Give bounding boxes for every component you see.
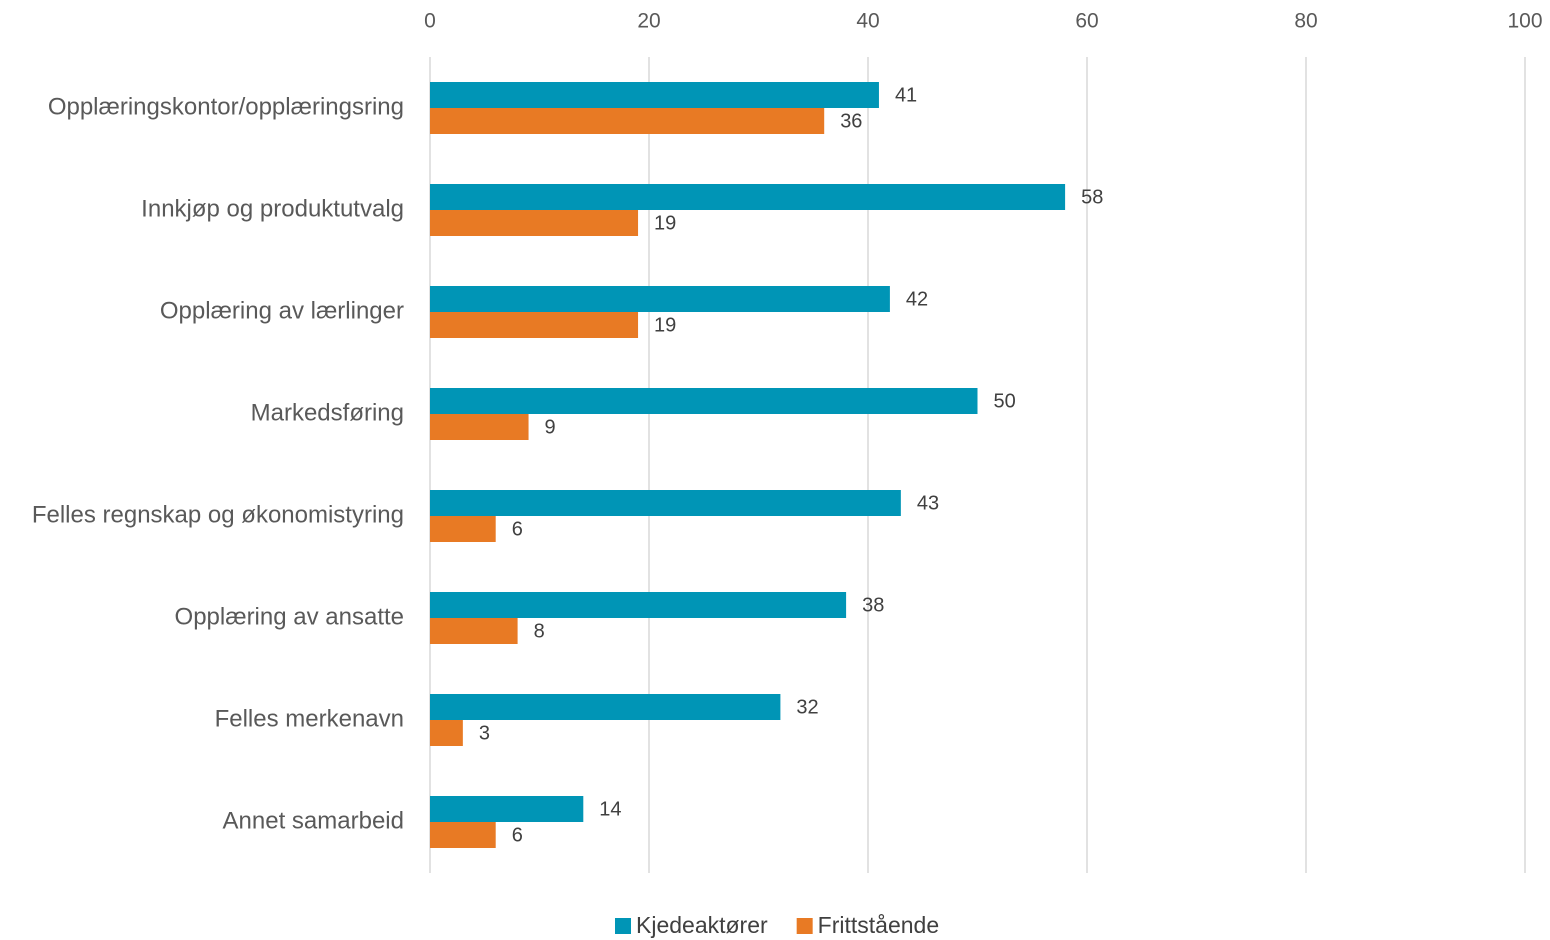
category-label: Felles regnskap og økonomistyring: [32, 501, 404, 528]
category-label: Opplæringskontor/opplæringsring: [48, 93, 404, 120]
bar: [430, 796, 584, 822]
data-label: 42: [906, 288, 928, 310]
x-tick-label: 60: [1075, 10, 1098, 33]
x-tick-label: 0: [424, 10, 436, 33]
legend-label: Frittstående: [818, 912, 939, 938]
category-label: Markedsføring: [251, 399, 404, 426]
data-label: 36: [840, 110, 862, 132]
category-label: Annet samarbeid: [223, 807, 404, 834]
data-label: 19: [654, 212, 676, 234]
x-tick-label: 100: [1507, 10, 1542, 33]
bar: [430, 490, 901, 516]
bar: [430, 82, 879, 108]
category-label: Opplæring av ansatte: [175, 603, 404, 630]
bar: [430, 414, 529, 440]
bar: [430, 108, 825, 134]
x-tick-label: 20: [637, 10, 660, 33]
data-label: 41: [895, 84, 917, 106]
data-label: 38: [862, 594, 884, 616]
bar: [430, 516, 496, 542]
data-label: 8: [534, 620, 545, 642]
bar: [430, 184, 1066, 210]
bar: [430, 720, 463, 746]
data-label: 6: [512, 518, 523, 540]
data-label: 6: [512, 824, 523, 846]
data-label: 43: [917, 492, 939, 514]
x-tick-label: 80: [1294, 10, 1317, 33]
data-label: 19: [654, 314, 676, 336]
category-label: Felles merkenavn: [215, 705, 404, 732]
bar: [430, 388, 978, 414]
bar: [430, 210, 639, 236]
data-label: 58: [1081, 186, 1103, 208]
category-label: Opplæring av lærlinger: [160, 297, 404, 324]
data-label: 50: [994, 390, 1016, 412]
category-label: Innkjøp og produktutvalg: [141, 195, 404, 222]
legend-swatch: [796, 918, 813, 934]
bar: [430, 592, 847, 618]
legend-label: Kjedeaktører: [636, 912, 768, 938]
bar: [430, 312, 639, 338]
bar: [430, 618, 518, 644]
data-label: 14: [599, 798, 621, 820]
x-tick-label: 40: [856, 10, 879, 33]
data-label: 32: [796, 696, 818, 718]
bar: [430, 286, 890, 312]
bar: [430, 694, 781, 720]
legend-swatch: [615, 918, 631, 934]
bar: [430, 822, 496, 848]
data-label: 9: [545, 416, 556, 438]
data-label: 3: [479, 722, 490, 744]
